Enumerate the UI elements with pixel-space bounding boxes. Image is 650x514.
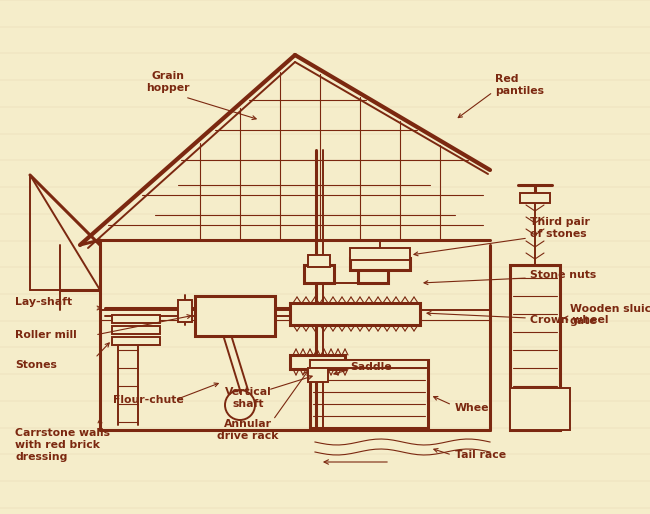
Text: Stone nuts: Stone nuts (530, 270, 596, 280)
Text: Grain
hopper: Grain hopper (146, 71, 190, 93)
Text: Roller mill: Roller mill (15, 330, 77, 340)
Bar (350, 248, 410, 260)
Text: Red
pantiles: Red pantiles (495, 74, 544, 96)
Bar (112, 337, 160, 345)
Bar (290, 303, 420, 325)
Text: Vertical
shaft: Vertical shaft (225, 387, 272, 409)
Bar (178, 300, 192, 322)
Text: Annular
drive rack: Annular drive rack (217, 419, 279, 441)
Text: Stones: Stones (15, 360, 57, 370)
Bar (350, 258, 410, 270)
Bar (510, 265, 560, 430)
Bar (112, 315, 160, 323)
Text: Lay-shaft: Lay-shaft (15, 297, 72, 307)
Text: Tail race: Tail race (455, 450, 506, 460)
Text: Saddle: Saddle (350, 362, 391, 372)
Text: Carrstone walls
with red brick
dressing: Carrstone walls with red brick dressing (15, 428, 110, 462)
Text: Crown wheel: Crown wheel (530, 315, 608, 325)
Text: Wooden sluice
gate: Wooden sluice gate (570, 304, 650, 326)
Bar (362, 255, 384, 267)
Bar (520, 193, 550, 203)
Bar (290, 355, 345, 369)
Text: Third pair
of stones: Third pair of stones (530, 217, 590, 239)
Bar (310, 360, 428, 428)
Bar (304, 265, 334, 283)
Bar (510, 388, 570, 430)
Bar (308, 368, 328, 382)
Bar (310, 360, 428, 368)
Bar (112, 326, 160, 334)
Bar (358, 265, 388, 283)
Bar (195, 296, 275, 336)
Text: Flour-chute: Flour-chute (112, 395, 183, 405)
Text: Wheel: Wheel (455, 403, 493, 413)
Bar (308, 255, 330, 267)
